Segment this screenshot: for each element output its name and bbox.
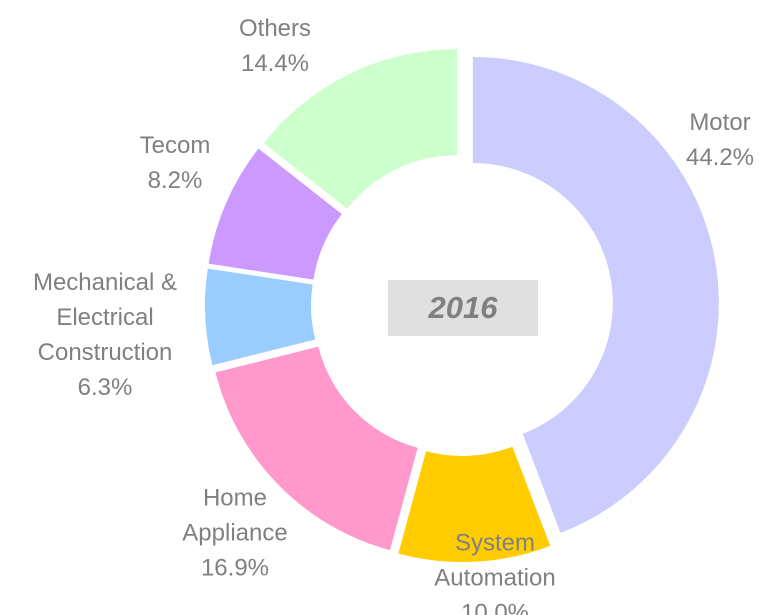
category-label: System Automation: [434, 529, 556, 592]
slice: [398, 446, 551, 562]
slice: [472, 57, 719, 533]
category-label: Tecom: [139, 132, 211, 159]
slice: [215, 346, 418, 551]
value-label: 14.4%: [240, 50, 310, 77]
category-label: Home Appliance: [182, 484, 288, 547]
value-label: 10.0%: [460, 599, 530, 615]
category-label: Mechanical & Electrical Construction: [32, 269, 178, 366]
value-label: 6.3%: [77, 374, 133, 401]
center-label: 2016: [388, 280, 538, 336]
value-label: 44.2%: [685, 144, 755, 171]
slice-label: Home Appliance 16.9%: [182, 481, 287, 586]
slice-label: System Automation 10.0%: [434, 526, 555, 615]
slice-label: Tecom 8.2%: [140, 128, 211, 198]
slice: [208, 148, 342, 280]
slice-label: Mechanical & Electrical Construction 6.3%: [33, 265, 177, 405]
slice: [205, 268, 316, 366]
value-label: 16.9%: [200, 554, 270, 582]
category-label: Motor: [689, 109, 751, 136]
category-label: Others: [238, 15, 312, 42]
slice-label: Others 14.4%: [239, 11, 311, 81]
slice-label: Motor 44.2%: [686, 105, 754, 175]
value-label: 8.2%: [147, 167, 203, 194]
slice: [263, 49, 458, 209]
